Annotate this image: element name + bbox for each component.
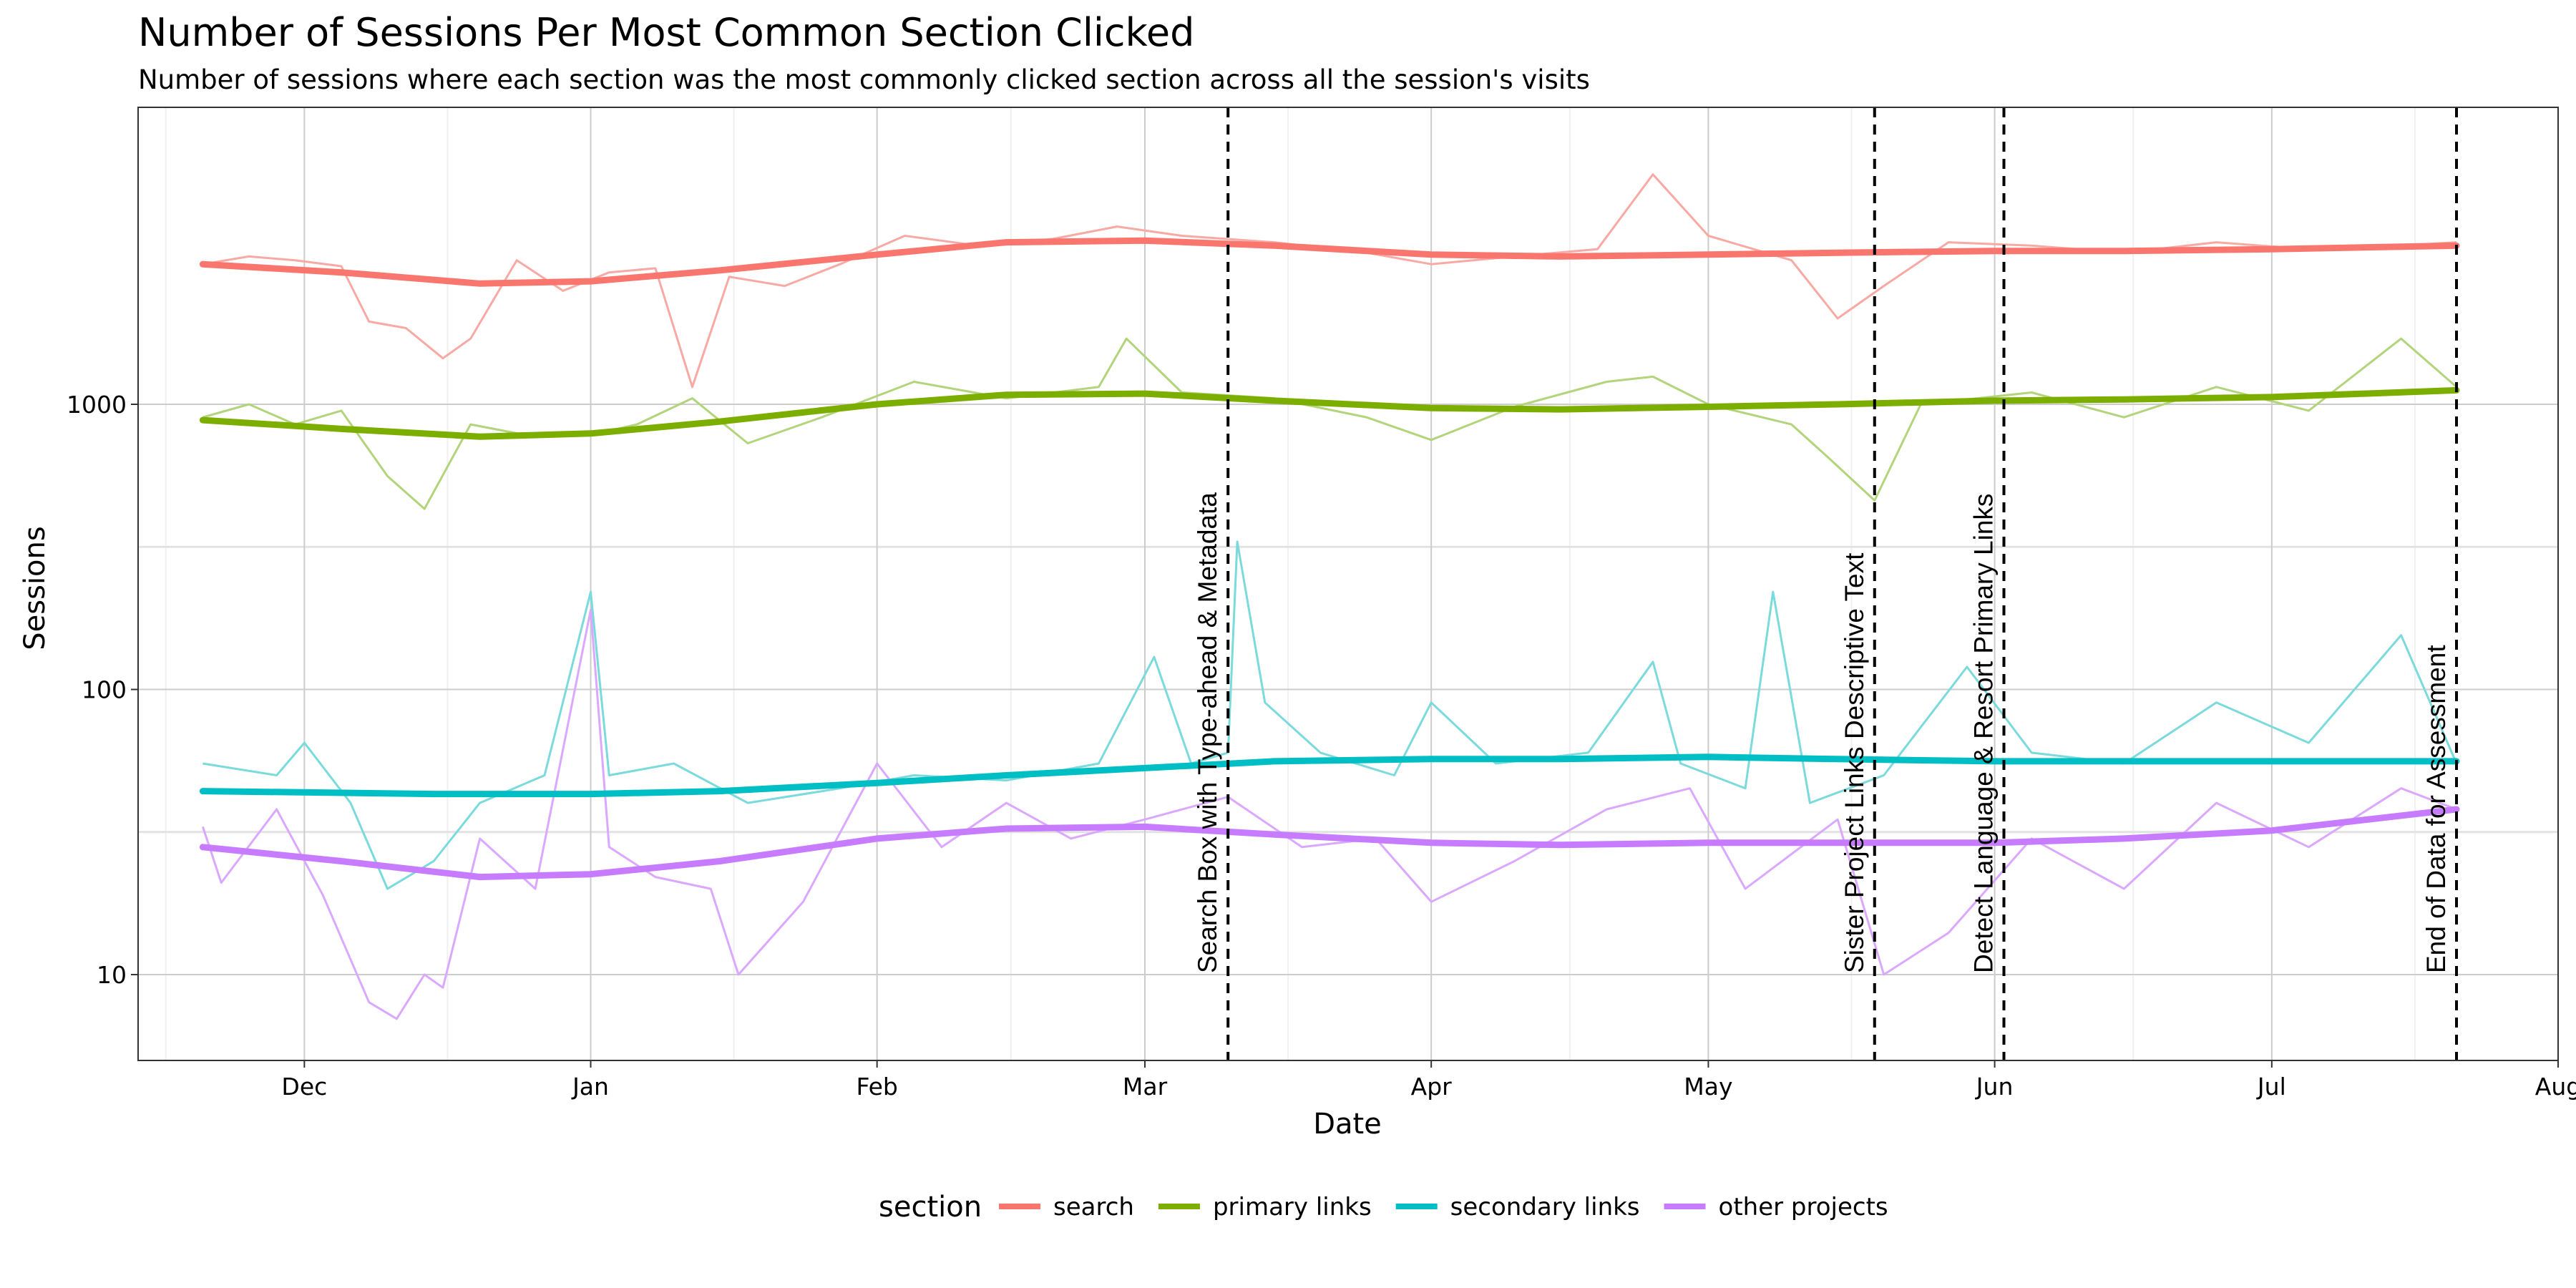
legend-items: search primary links secondary links other … [999, 1193, 1888, 1221]
x-axis-ticks: Dec Jan Feb Mar Apr May Jun Jul Aug [281, 1060, 2576, 1101]
primary-links-legend-label: primary links [1213, 1193, 1372, 1221]
primary-links-trend-line [199, 386, 2460, 440]
x-tick-label: Jul [2256, 1073, 2286, 1101]
secondary-links-legend-label: secondary links [1450, 1193, 1640, 1221]
x-tick-label: Apr [1411, 1073, 1453, 1101]
secondary-links-trend-line [199, 753, 2460, 798]
x-tick-label: Jun [1975, 1073, 2014, 1101]
search-trend-line [199, 237, 2460, 287]
event-marker-label: Search Box with Type-ahead & Metadata [1193, 492, 1222, 973]
legend: section search primary links secondary lin… [879, 1191, 1888, 1224]
y-tick-label: 100 [82, 676, 127, 704]
y-axis-ticks: 10 100 1000 [67, 391, 138, 989]
plot-panel: Search Box with Type-ahead & Metadata Sis… [137, 107, 2559, 1061]
trend-series-layer [199, 237, 2460, 881]
x-tick-label: Aug [2535, 1073, 2576, 1101]
raw-series-layer [201, 173, 2458, 1020]
y-axis-title: Sessions [19, 526, 52, 650]
other-projects-trend-line [199, 806, 2460, 881]
x-tick-label: Mar [1123, 1073, 1168, 1101]
x-tick-label: Dec [281, 1073, 327, 1101]
event-marker-label: Detect Language & Resort Primary Links [1968, 494, 1998, 973]
other-projects-daily-line [201, 608, 2457, 1020]
x-axis-title: Date [1313, 1108, 1382, 1141]
y-tick-label: 10 [97, 961, 127, 989]
other-projects-legend-label: other projects [1719, 1193, 1888, 1221]
x-tick-label: Feb [856, 1073, 897, 1101]
event-marker-label: Sister Project Links Descriptive Text [1840, 552, 1869, 973]
panel-border [137, 107, 2559, 1061]
grid-layer [138, 107, 2558, 1060]
y-tick-label: 1000 [67, 391, 127, 419]
x-tick-label: Jan [571, 1073, 609, 1101]
primary-links-daily-line [202, 337, 2457, 510]
annotation-layer: Search Box with Type-ahead & Metadata Sis… [1193, 107, 2459, 1060]
event-marker-label: End of Data for Assessment [2421, 645, 2451, 973]
chart-subtitle: Number of sessions where each section wa… [138, 64, 1590, 95]
legend-title: section [879, 1191, 982, 1224]
x-tick-label: May [1684, 1073, 1732, 1101]
chart-title: Number of Sessions Per Most Common Secti… [138, 10, 1194, 55]
search-legend-label: search [1053, 1193, 1134, 1221]
